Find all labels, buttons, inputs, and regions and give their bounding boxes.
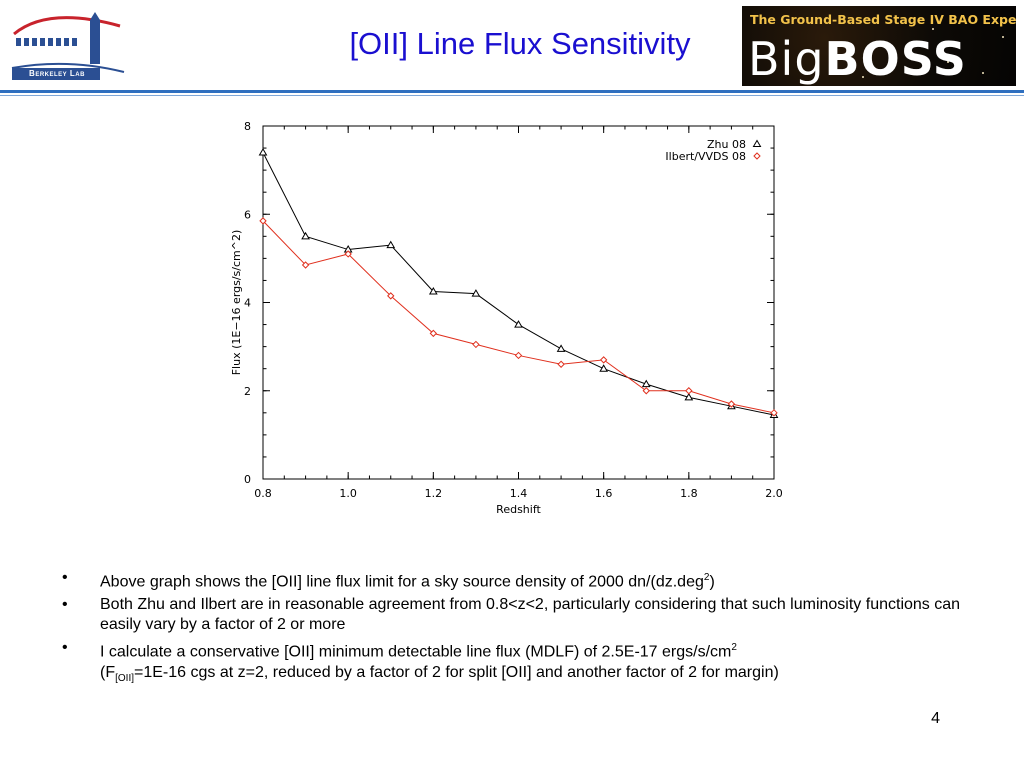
bullet-item: • Above graph shows the [OII] line flux …	[62, 568, 982, 592]
data-point	[344, 250, 352, 258]
x-tick-label: 1.4	[510, 487, 528, 500]
data-point	[514, 320, 523, 328]
banner-name-light: Big	[748, 32, 825, 86]
bullet-symbol: •	[62, 569, 68, 586]
bullet-symbol: •	[62, 639, 68, 657]
berkeley-lab-logo: Berkeley Lab	[8, 6, 126, 82]
data-point	[301, 231, 310, 240]
y-axis-label: Flux (1E−16 ergs/s/cm^2)	[230, 230, 243, 376]
bullet-list: • Above graph shows the [OII] line flux …	[62, 568, 982, 692]
bullet-text: Both Zhu and Ilbert are in reasonable ag…	[100, 596, 961, 634]
bullet-sub: [OII]	[115, 672, 135, 684]
data-point	[387, 292, 395, 300]
data-point	[770, 409, 778, 417]
bullet-text: I calculate a conservative [OII] minimum…	[100, 643, 732, 661]
header-rule	[0, 90, 1024, 93]
data-point	[472, 340, 480, 349]
bullet-sup: 2	[703, 572, 710, 583]
series-line	[262, 152, 775, 416]
legend-label: Zhu 08	[707, 138, 746, 151]
x-tick-label: 1.0	[339, 487, 357, 500]
data-point	[259, 217, 267, 225]
plot-frame	[262, 125, 775, 480]
x-tick-label: 1.6	[595, 487, 613, 500]
logo-text: Berkeley Lab	[29, 69, 85, 78]
banner-name: BigBOSS	[748, 32, 967, 86]
bullet-sup: 2	[731, 642, 737, 654]
y-tick-label: 2	[244, 385, 251, 398]
data-point	[429, 329, 438, 338]
data-point	[557, 360, 565, 368]
bullet-item: • Both Zhu and Ilbert are in reasonable …	[62, 595, 982, 635]
x-tick-label: 1.8	[680, 487, 698, 500]
series-line	[262, 220, 775, 414]
y-tick-label: 4	[244, 297, 251, 310]
data-point	[684, 392, 694, 401]
slide-title: [OII] Line Flux Sensitivity	[349, 26, 691, 61]
data-point	[428, 286, 438, 295]
x-tick-label: 1.2	[425, 487, 443, 500]
data-point	[386, 240, 396, 249]
data-point	[599, 364, 609, 372]
x-axis-label: Redshift	[496, 503, 541, 516]
bullet-text: (F	[100, 663, 116, 681]
legend-label: Ilbert/VVDS 08	[665, 150, 746, 163]
legend-marker	[753, 152, 761, 160]
bigboss-banner: The Ground-Based Stage IV BAO Experiment…	[742, 6, 1016, 86]
x-tick-label: 2.0	[765, 487, 783, 500]
bullet-symbol: •	[62, 596, 68, 614]
data-point	[471, 289, 481, 297]
data-point	[301, 261, 310, 269]
banner-name-bold: BOSS	[824, 32, 967, 86]
y-tick-label: 0	[244, 473, 251, 486]
data-point	[641, 379, 651, 388]
data-point	[642, 387, 650, 395]
data-point	[514, 351, 523, 360]
page-number: 4	[931, 710, 940, 727]
bullet-text: =1E-16 cgs at z=2, reduced by a factor o…	[134, 663, 779, 681]
data-point	[685, 387, 693, 395]
bullet-item: • I calculate a conservative [OII] minim…	[62, 638, 982, 689]
header-rule-thin	[0, 95, 1024, 96]
flux-chart-svg: 0.8 1.0 1.2 1.4 1.6 1.8 2.0 0 2 4 6 8 Redshift Flux (…	[230, 120, 783, 516]
banner-subtitle: The Ground-Based Stage IV BAO Experiment	[750, 12, 1016, 27]
y-tick-label: 8	[244, 120, 251, 133]
legend-marker	[752, 139, 762, 147]
flux-chart: 0.8 1.0 1.2 1.4 1.6 1.8 2.0 0 2 4 6 8 Redshift Flux (…	[222, 120, 796, 532]
y-tick-label: 6	[244, 208, 251, 221]
bullet-tail: )	[709, 573, 715, 591]
x-tick-label: 0.8	[254, 487, 272, 500]
data-point	[727, 400, 736, 408]
data-point	[556, 344, 566, 352]
data-point	[599, 356, 608, 364]
bullet-text: Above graph shows the [OII] line flux li…	[100, 573, 704, 591]
data-point	[258, 147, 268, 156]
